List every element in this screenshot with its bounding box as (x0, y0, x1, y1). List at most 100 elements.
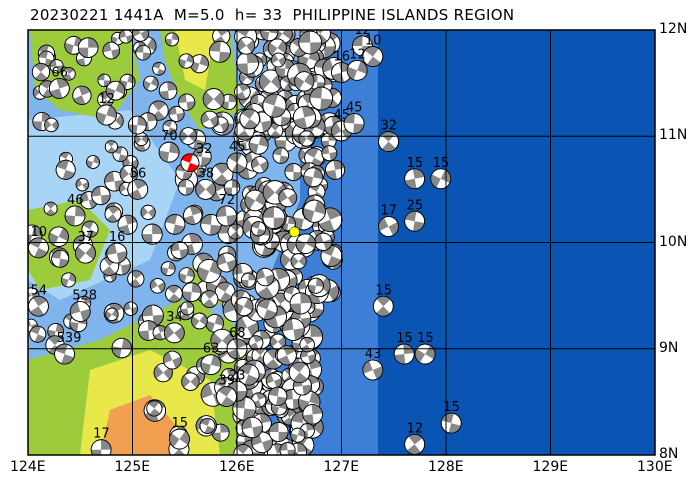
lon-label: 129E (532, 459, 569, 475)
focal-mechanism (104, 205, 122, 223)
depth-label: 72 (219, 193, 236, 208)
lon-label: 127E (323, 459, 360, 475)
focal-mechanism (181, 372, 200, 391)
depth-label: 56 (130, 166, 147, 181)
focal-mechanism (169, 428, 190, 450)
focal-mechanism (195, 178, 217, 200)
depth-label: 45 (346, 101, 363, 116)
lon-label: 125E (114, 459, 151, 475)
depth-label: 539 (57, 331, 82, 346)
focal-mechanism (158, 141, 180, 163)
focal-mechanism (234, 83, 251, 101)
focal-mechanism (248, 335, 264, 351)
focal-mechanism (143, 75, 159, 92)
focal-mechanism (404, 168, 426, 190)
depth-label: 16 (109, 230, 126, 245)
focal-mechanism (320, 245, 343, 267)
focal-mechanism (90, 439, 112, 455)
focal-mechanism (104, 140, 118, 154)
depth-label: 15 (433, 156, 450, 171)
focal-mechanism (269, 333, 287, 350)
focal-mechanism (267, 38, 287, 58)
focal-mechanism (111, 337, 132, 359)
focal-mechanism (163, 322, 185, 344)
depth-label: 528 (72, 289, 97, 304)
focal-mechanism (256, 298, 278, 320)
focal-mechanism (362, 46, 384, 67)
focal-mechanism (47, 322, 64, 340)
focal-mechanism (43, 201, 58, 216)
focal-mechanism (91, 185, 111, 206)
focal-mechanism (55, 159, 76, 180)
focal-mechanism (200, 214, 222, 236)
focal-mechanism (183, 205, 203, 225)
lat-label: 9N (659, 339, 679, 356)
focal-mechanism (292, 105, 316, 129)
focal-mechanism (64, 205, 86, 227)
depth-label: 43 (365, 347, 382, 362)
depth-label: 25 (407, 198, 424, 213)
lat-label: 12N (659, 21, 688, 37)
focal-mechanism (146, 400, 163, 417)
focal-mechanism (162, 119, 178, 135)
depth-label: 12 (407, 421, 424, 436)
focal-mechanism (298, 30, 323, 55)
depth-label: 12 (349, 47, 366, 62)
highlight-focal-mechanism (180, 153, 200, 173)
depth-label: 54 (30, 283, 47, 298)
focal-mechanism (28, 295, 49, 317)
focal-mechanism (250, 221, 267, 237)
focal-mechanism (302, 404, 323, 425)
focal-mechanism (240, 272, 256, 288)
focal-mechanism (279, 442, 296, 455)
focal-mechanism (178, 93, 196, 111)
focal-mechanism (289, 292, 312, 315)
focal-mechanism (152, 62, 166, 76)
focal-mechanism (62, 67, 76, 81)
lon-label: 126E (219, 459, 255, 475)
depth-label: 15 (375, 283, 392, 298)
depth-label: 32 (381, 119, 398, 134)
focal-mechanism (268, 386, 288, 406)
focal-mechanism (170, 241, 189, 260)
focal-mechanism (75, 242, 96, 264)
focal-mechanism (255, 267, 275, 287)
focal-mechanism (278, 188, 298, 208)
focal-mechanism (270, 52, 286, 68)
focal-mechanism (102, 41, 121, 60)
focal-mechanism (86, 155, 100, 169)
depth-label: 39 (219, 374, 236, 389)
focal-mechanism (233, 444, 254, 455)
focal-mechanism (31, 62, 51, 82)
focal-mechanism (81, 220, 99, 238)
lon-label: 124E (10, 459, 46, 475)
focal-mechanism (118, 30, 134, 44)
depth-label: 10 (365, 34, 382, 49)
focal-mechanism (378, 216, 399, 237)
focal-mechanism (72, 85, 92, 105)
focal-mechanism (105, 307, 119, 322)
focal-mechanism (244, 189, 266, 212)
focal-mechanism (309, 86, 334, 111)
focal-mechanism (404, 433, 426, 455)
focal-mechanism (104, 171, 125, 192)
focal-mechanism (216, 252, 237, 273)
focal-mechanism (51, 249, 70, 268)
map-title: 20230221 1441A M=5.0 h= 33 PHILIPPINE IS… (30, 6, 515, 24)
focal-mechanism (227, 223, 244, 240)
focal-mechanism (141, 223, 163, 245)
focal-mechanism (48, 226, 69, 247)
focal-mechanism (200, 354, 222, 376)
focal-mechanism (164, 32, 179, 47)
focal-mechanism (265, 372, 283, 390)
focal-mechanism (132, 30, 150, 42)
focal-mechanism (290, 427, 306, 443)
focal-mechanism (165, 284, 183, 303)
lat-label: 10N (659, 233, 688, 250)
lat-label: 8N (659, 446, 679, 462)
focal-mechanism (307, 277, 324, 294)
focal-mechanism (237, 36, 256, 55)
focal-mechanism (214, 281, 236, 303)
depth-label: 38 (198, 166, 215, 181)
